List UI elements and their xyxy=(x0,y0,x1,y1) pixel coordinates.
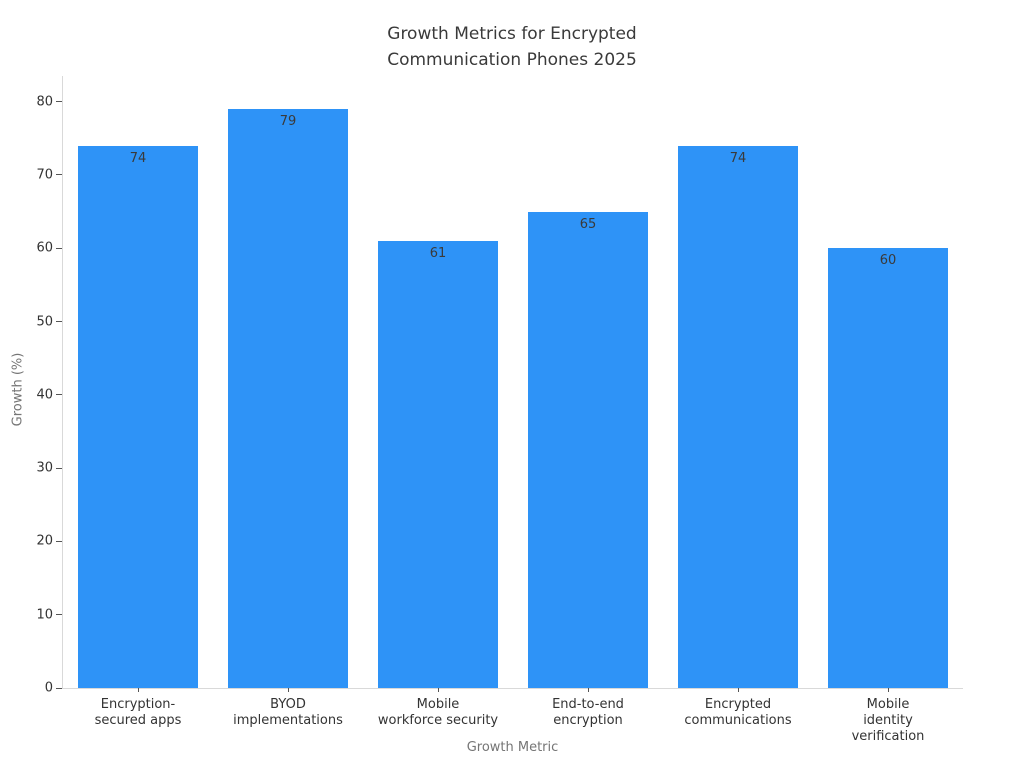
x-tick-mark xyxy=(738,688,739,692)
bar xyxy=(378,240,498,688)
bar xyxy=(828,248,948,688)
plot-area: 0 10 20 30 40 50 60 70 80 74 Encryption- secured a… xyxy=(36,76,963,744)
y-tick-label: 30 xyxy=(36,460,53,476)
chart-title: Growth Metrics for Encrypted Communicati… xyxy=(387,24,637,70)
x-tick-label: Encrypted communications xyxy=(684,697,792,728)
x-tick-label: End-to-end encryption xyxy=(552,697,624,728)
bar xyxy=(228,108,348,688)
bar-value-label: 65 xyxy=(579,216,597,232)
y-tick-mark xyxy=(56,614,62,616)
y-tick-mark xyxy=(56,687,62,689)
bar-value-label: 74 xyxy=(729,150,747,166)
bar-value-label: 60 xyxy=(879,253,897,269)
x-tick-label: Mobile workforce security xyxy=(377,697,499,728)
y-tick-label: 10 xyxy=(36,607,53,623)
x-tick-mark xyxy=(288,688,289,692)
bar-value-label: 61 xyxy=(429,245,447,261)
x-tick-label: BYOD implementations xyxy=(233,697,343,728)
x-tick-mark xyxy=(888,688,889,692)
bar xyxy=(78,145,198,688)
x-tick-mark xyxy=(438,688,439,692)
y-tick-mark xyxy=(56,247,62,249)
y-tick-mark xyxy=(56,467,62,469)
x-tick-mark xyxy=(138,688,139,692)
y-tick-mark xyxy=(56,540,62,542)
bar-value-label: 79 xyxy=(279,113,297,129)
y-tick-label: 50 xyxy=(36,314,53,330)
bar xyxy=(678,145,798,688)
y-tick-mark xyxy=(56,101,62,103)
y-tick-label: 20 xyxy=(36,533,53,549)
y-tick-mark xyxy=(56,394,62,396)
y-tick-mark xyxy=(56,174,62,176)
bar xyxy=(528,211,648,688)
y-tick-mark xyxy=(56,321,62,323)
x-axis-title: Growth Metric xyxy=(466,740,559,755)
bar-value-label: 74 xyxy=(129,150,147,166)
y-tick-label: 80 xyxy=(36,94,53,110)
x-tick-label: Mobile identity verification xyxy=(851,697,925,744)
y-tick-label: 0 xyxy=(44,680,53,696)
y-tick-label: 40 xyxy=(36,387,53,403)
x-tick-mark xyxy=(588,688,589,692)
x-tick-label: Encryption- secured apps xyxy=(94,697,182,728)
y-tick-label: 70 xyxy=(36,167,53,183)
y-tick-label: 60 xyxy=(36,240,53,256)
